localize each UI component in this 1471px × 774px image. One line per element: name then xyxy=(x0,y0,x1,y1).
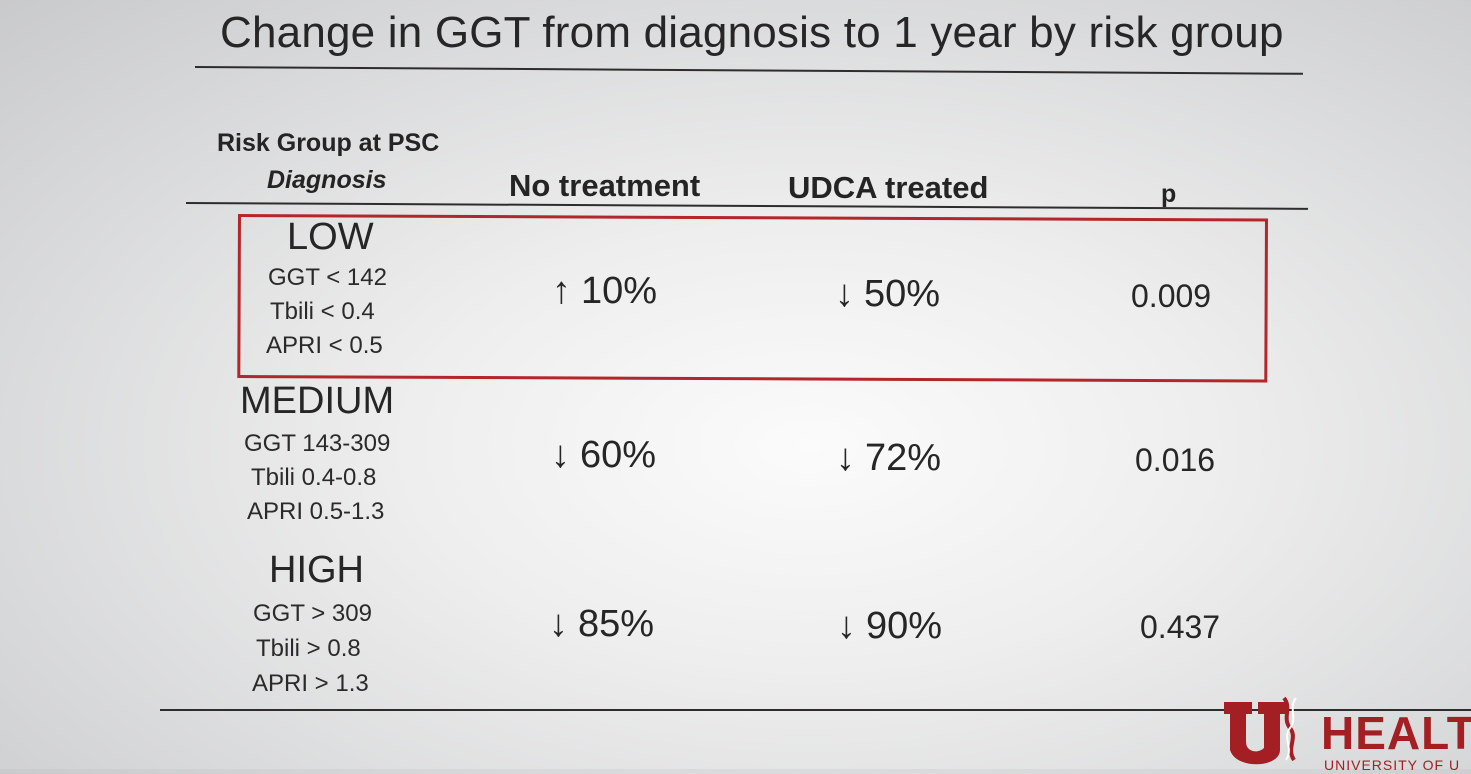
header-udca-treated: UDCA treated xyxy=(788,170,989,205)
udca-value: 72% xyxy=(865,437,942,479)
criterion-tbili: Tbili < 0.4 xyxy=(270,298,375,325)
university-u-icon xyxy=(1224,696,1297,765)
criterion-tbili: Tbili > 0.8 xyxy=(256,635,361,662)
criterion-ggt: GGT < 142 xyxy=(268,264,387,291)
no-treatment-value: 60% xyxy=(580,434,657,476)
udca-change: ↓ 90% xyxy=(837,605,942,648)
header-risk-group-diagnosis: Diagnosis xyxy=(267,166,387,194)
udca-change: ↓ 50% xyxy=(835,273,940,316)
header-risk-group: Risk Group at PSC xyxy=(217,129,440,157)
udca-value: 90% xyxy=(866,605,943,647)
low-risk-highlight-box xyxy=(237,214,1268,383)
criterion-apri: APRI > 1.3 xyxy=(252,670,369,697)
no-treatment-value: 85% xyxy=(578,603,655,645)
arrow-down-icon: ↓ xyxy=(549,603,568,645)
title-underline xyxy=(194,66,1303,75)
table-bottom-rule xyxy=(160,709,1471,711)
no-treatment-change: ↑ 10% xyxy=(552,270,657,313)
no-treatment-change: ↓ 60% xyxy=(551,434,656,477)
logo-wordmark: HEALT xyxy=(1321,707,1471,759)
arrow-down-icon: ↓ xyxy=(836,437,855,479)
criterion-ggt: GGT > 309 xyxy=(253,600,372,627)
criterion-apri: APRI < 0.5 xyxy=(266,332,383,359)
udca-value: 50% xyxy=(864,273,941,315)
arrow-up-icon: ↑ xyxy=(552,270,571,312)
header-divider xyxy=(185,202,1308,210)
criterion-apri: APRI 0.5-1.3 xyxy=(247,498,385,525)
p-value: 0.009 xyxy=(1131,278,1212,314)
arrow-down-icon: ↓ xyxy=(837,605,856,647)
header-p-value: p xyxy=(1161,180,1177,208)
criterion-tbili: Tbili 0.4-0.8 xyxy=(251,464,377,491)
risk-group-label: MEDIUM xyxy=(240,380,395,422)
header-no-treatment: No treatment xyxy=(509,168,701,203)
p-value: 0.437 xyxy=(1140,609,1221,645)
p-value: 0.016 xyxy=(1135,442,1216,478)
risk-group-label: HIGH xyxy=(269,549,364,591)
no-treatment-value: 10% xyxy=(581,270,658,312)
arrow-down-icon: ↓ xyxy=(551,434,570,476)
criterion-ggt: GGT 143-309 xyxy=(244,430,391,457)
risk-group-label: LOW xyxy=(287,216,374,258)
arrow-down-icon: ↓ xyxy=(835,273,854,315)
slide-title: Change in GGT from diagnosis to 1 year b… xyxy=(220,8,1284,57)
no-treatment-change: ↓ 85% xyxy=(549,603,654,646)
udca-change: ↓ 72% xyxy=(836,437,941,480)
logo-subtext: UNIVERSITY OF U xyxy=(1324,757,1461,773)
